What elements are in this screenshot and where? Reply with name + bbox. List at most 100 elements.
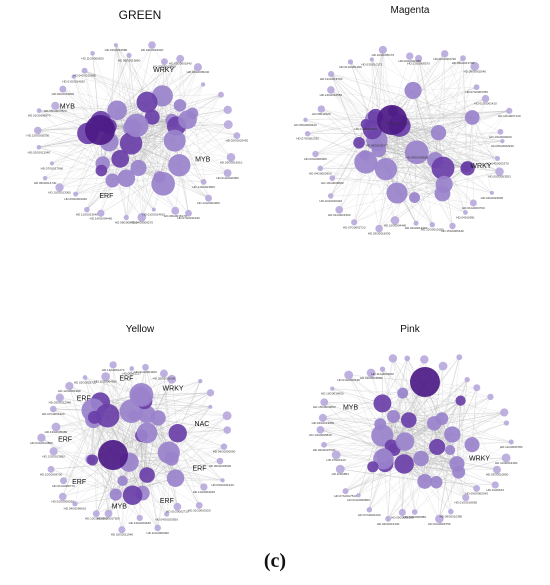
gene-node [226,153,236,162]
network-edge [322,417,442,419]
gene-node [129,366,135,371]
network-edge [322,381,426,419]
gene-node [87,454,99,466]
gene-node [168,424,187,443]
gene-label: HD.10G0004440 [384,223,407,227]
gene-label: HD.02G0022060 [398,59,421,63]
network-edge [437,357,460,448]
network-edge [75,176,160,195]
gene-node [456,354,463,361]
network-edge [385,131,501,170]
network-edge [436,482,496,486]
network-edge [69,386,91,460]
network-edge [458,396,491,473]
gene-node [449,222,456,230]
network-edge [84,70,175,141]
network-edge [305,119,398,194]
gene-node [82,375,88,380]
network-edge [109,141,160,178]
network-edge [62,458,172,497]
network-edge [371,59,374,120]
network-edge [462,58,468,169]
network-edge [100,140,175,214]
gene-node [335,464,345,474]
gene-node [164,511,170,517]
gene-node [409,192,421,204]
gene-node [462,494,470,502]
gene-node [444,426,461,443]
network-edge [147,432,225,447]
network-edge [324,402,383,404]
network-edge [74,417,95,504]
network-edge [53,451,91,460]
gene-node [223,426,232,434]
gene-node [400,412,417,428]
gene-label: HD.04G0003650 [406,155,429,159]
network-edge [397,167,467,194]
gene-node [60,477,67,485]
network-edge [315,145,378,155]
network-edge [102,163,176,211]
network-edge [320,142,360,169]
hub-gene-node [98,440,128,470]
gene-label: HD.09G0001060 [391,516,414,520]
network-edge [392,56,410,112]
network-edge [151,45,193,114]
network-edge [62,88,188,120]
tf-family-label: ERF [99,193,113,200]
gene-node [366,368,376,378]
network-edge [180,58,188,120]
gene-label: HD.03G0005240 [187,70,210,74]
tf-family-label: ERF [160,498,174,505]
gene-label: HD.01G0016050 [216,176,239,180]
node-layer [316,354,514,524]
network-edge [394,152,417,221]
network-edge [146,102,228,174]
gene-node [506,107,513,114]
gene-node [36,108,42,114]
gene-node [223,169,232,177]
gene-label: HD.01G0002530 [355,127,378,131]
network-edge [340,449,451,470]
network-edge [100,401,211,408]
network-edge [376,117,473,141]
gene-node [489,190,494,195]
gene-node [304,130,311,137]
network-edge [444,53,473,118]
gene-label: HD.11G0854 [332,472,350,476]
gene-label: HD.05G0002640 [294,123,317,127]
gene-node [379,366,386,372]
node-layer [34,41,241,222]
gene-label: HD.01G0002710 [166,510,189,514]
network-edge [391,446,498,470]
network-edge [55,105,118,111]
gene-label: HD.01G0001410 [474,102,497,106]
gene-label: HD.12G0000780 [500,445,523,449]
gene-label: HD.07G0001020 [358,513,381,517]
gene-node [317,105,325,113]
network-edge [100,392,211,403]
network-edge [414,58,419,198]
gene-node [435,175,453,193]
gene-node [430,124,447,141]
gene-label: HD.03G0010800 [486,473,509,477]
gene-node [473,484,481,492]
network-edge [145,367,178,434]
tf-family-label: NAC [195,421,210,428]
gene-node [411,509,418,515]
gene-node [430,475,443,489]
network-edge [163,135,237,184]
gene-label: HD.12G0001990 [58,389,81,393]
gene-label: HD.04G0019100 [377,522,400,526]
network-edge [175,446,225,479]
gene-label: HD.04010691 [456,216,475,220]
hub-gene-node [85,115,115,145]
gene-label: HD.09G0010380 [440,515,463,519]
network-edge [73,76,164,184]
gene-node [435,412,449,425]
gene-node [316,425,325,434]
gene-node [154,524,162,532]
gene-node [55,393,64,402]
network-edge [112,180,142,218]
gene-label: HD.01G0006870 [28,114,51,118]
